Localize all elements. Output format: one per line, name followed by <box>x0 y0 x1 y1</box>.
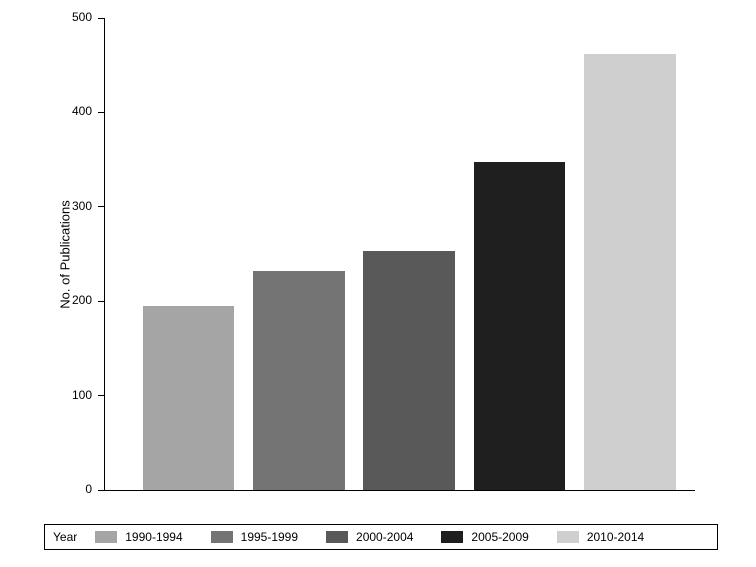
legend: Year 1990-1994 1995-1999 2000-2004 2005-200… <box>44 524 718 550</box>
page-root: No. of Publications 0 100 200 300 400 500 Yea… <box>0 0 756 567</box>
y-tick-label: 200 <box>52 293 92 307</box>
y-tick-label: 500 <box>52 10 92 24</box>
bar <box>584 54 675 490</box>
y-axis-label-text: No. of Publications <box>58 200 73 308</box>
y-tick-label: 0 <box>52 482 92 496</box>
y-tick-label: 300 <box>52 199 92 213</box>
legend-swatch <box>441 531 463 543</box>
legend-label: 2010-2014 <box>587 530 644 544</box>
legend-item: 2005-2009 <box>441 530 528 544</box>
bar <box>363 251 454 490</box>
bar <box>474 162 565 490</box>
plot-area <box>104 18 695 491</box>
legend-swatch <box>95 531 117 543</box>
legend-item: 1995-1999 <box>211 530 298 544</box>
legend-item: 2000-2004 <box>326 530 413 544</box>
legend-items: 1990-1994 1995-1999 2000-2004 2005-2009 2010… <box>95 530 709 544</box>
bar <box>253 271 344 490</box>
chart-container: No. of Publications 0 100 200 300 400 500 <box>44 10 718 512</box>
legend-title: Year <box>53 530 77 544</box>
legend-swatch <box>211 531 233 543</box>
legend-item: 1990-1994 <box>95 530 182 544</box>
legend-swatch <box>557 531 579 543</box>
bar <box>143 306 234 490</box>
legend-label: 1990-1994 <box>125 530 182 544</box>
y-axis-label: No. of Publications <box>56 10 74 498</box>
legend-swatch <box>326 531 348 543</box>
legend-item: 2010-2014 <box>557 530 644 544</box>
legend-label: 1995-1999 <box>241 530 298 544</box>
legend-label: 2005-2009 <box>471 530 528 544</box>
y-tick-label: 400 <box>52 104 92 118</box>
legend-label: 2000-2004 <box>356 530 413 544</box>
y-tick-label: 100 <box>52 388 92 402</box>
